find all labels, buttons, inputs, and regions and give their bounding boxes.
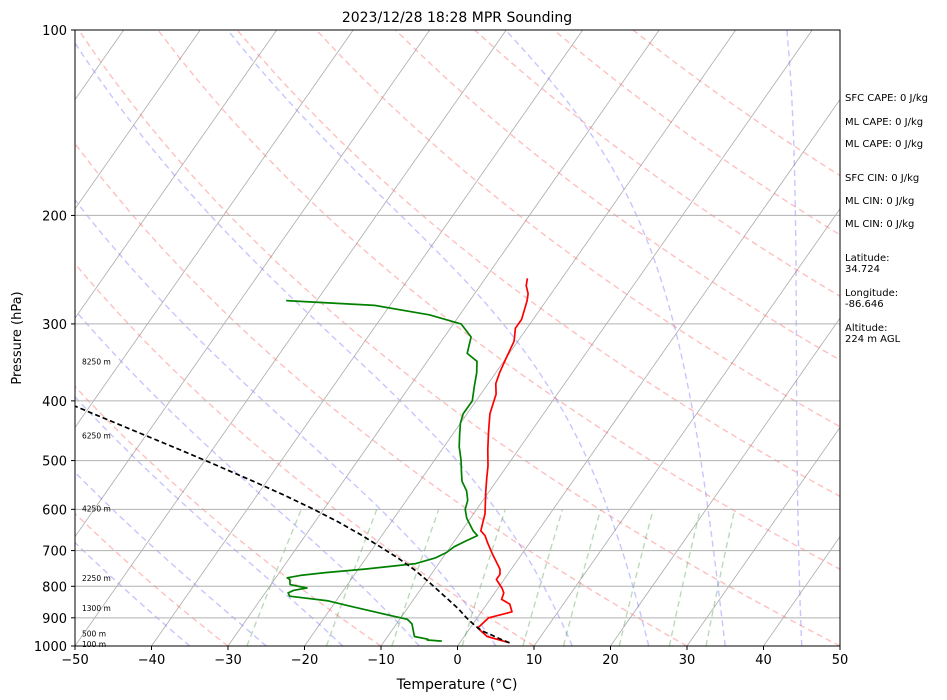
x-tick-label: 20 bbox=[602, 653, 619, 668]
mixing-ratio-line bbox=[522, 509, 564, 646]
x-tick-label: 50 bbox=[832, 653, 849, 668]
x-tick-label: −50 bbox=[61, 653, 88, 668]
isotherm-line bbox=[763, 536, 840, 646]
isotherm-line bbox=[457, 98, 840, 646]
parcel-path-trace bbox=[75, 405, 510, 644]
isotherm-line bbox=[533, 208, 840, 646]
x-tick-label: −20 bbox=[291, 653, 318, 668]
sfc-cape-text: SFC CAPE: 0 J/kg bbox=[845, 93, 928, 104]
isotherm-line bbox=[610, 317, 840, 646]
dry-adiabat-line bbox=[75, 385, 382, 646]
x-tick-label: −30 bbox=[214, 653, 241, 668]
moist-adiabat-line bbox=[75, 41, 573, 646]
mixing-ratio-line bbox=[618, 509, 654, 646]
y-tick-label: 800 bbox=[42, 580, 67, 595]
height-label: 2250 m bbox=[82, 574, 111, 583]
y-tick-label: 1000 bbox=[34, 640, 67, 655]
height-label: 1300 m bbox=[82, 604, 111, 613]
sfc-cin-text: SFC CIN: 0 J/kg bbox=[845, 173, 920, 184]
height-label: 4250 m bbox=[82, 504, 111, 513]
chart-title: 2023/12/28 18:28 MPR Sounding bbox=[342, 10, 572, 26]
isotherm-line bbox=[151, 30, 584, 646]
x-tick-label: 10 bbox=[526, 653, 543, 668]
mixing-ratio-line bbox=[391, 509, 440, 646]
ml-cin-text: ML CIN: 0 J/kg bbox=[845, 196, 915, 207]
x-tick-label: −10 bbox=[367, 653, 394, 668]
mixing-ratio-line bbox=[461, 509, 506, 646]
moist-adiabat-line bbox=[75, 198, 497, 646]
dry-adiabat-line bbox=[157, 30, 840, 571]
x-tick-label: −40 bbox=[138, 653, 165, 668]
mixing-ratio-line bbox=[668, 509, 701, 646]
moist-adiabat-line bbox=[786, 30, 803, 646]
y-axis-label: Pressure (hPa) bbox=[10, 291, 25, 384]
moist-adiabat-line bbox=[75, 541, 191, 646]
dry-adiabat-line bbox=[78, 30, 840, 646]
mixing-ratio-line bbox=[562, 509, 602, 646]
moist-adiabat-line bbox=[227, 30, 650, 646]
y-tick-label: 100 bbox=[42, 24, 67, 39]
ml-cape-text: ML CAPE: 0 J/kg bbox=[845, 117, 924, 128]
isotherm-line bbox=[380, 30, 813, 646]
longitude-value: -86.646 bbox=[845, 299, 884, 310]
dry-adiabat-line bbox=[75, 262, 535, 646]
x-tick-label: 40 bbox=[755, 653, 772, 668]
isotherm-line bbox=[686, 426, 840, 646]
moist-adiabat-line bbox=[504, 30, 726, 646]
isotherm-line bbox=[304, 30, 737, 646]
isotherm-line bbox=[75, 30, 278, 319]
dewpoint-trace bbox=[286, 299, 479, 642]
longitude-label: Longitude: bbox=[845, 288, 899, 299]
dry-adiabat-line bbox=[315, 30, 840, 428]
dry-adiabat-line bbox=[75, 512, 229, 646]
y-tick-label: 700 bbox=[42, 545, 67, 560]
moist-adiabat-line bbox=[75, 309, 420, 646]
latitude-label: Latitude: bbox=[845, 253, 890, 264]
isotherm-line bbox=[75, 30, 354, 429]
isotherm-line bbox=[75, 30, 431, 538]
altitude-value: 224 m AGL bbox=[845, 334, 901, 345]
y-tick-label: 500 bbox=[42, 455, 67, 470]
isotherm-line bbox=[75, 30, 507, 646]
height-label: 100 m bbox=[82, 640, 106, 649]
latitude-value: 34.724 bbox=[845, 264, 880, 275]
temperature-trace bbox=[476, 278, 529, 644]
mixing-ratio-line bbox=[246, 509, 302, 646]
height-label: 8250 m bbox=[82, 357, 111, 366]
height-label: 6250 m bbox=[82, 431, 111, 440]
isotherm-line bbox=[227, 30, 660, 646]
y-tick-label: 300 bbox=[42, 318, 67, 333]
y-tick-label: 600 bbox=[42, 503, 67, 518]
ml-cin-text-2: ML CIN: 0 J/kg bbox=[845, 219, 915, 230]
dry-adiabat-line bbox=[474, 30, 840, 298]
isotherm-line bbox=[75, 30, 201, 210]
y-tick-label: 900 bbox=[42, 612, 67, 627]
mixing-ratio-line bbox=[705, 509, 736, 646]
height-label: 500 m bbox=[82, 630, 106, 639]
ml-cape-text-2: ML CAPE: 0 J/kg bbox=[845, 139, 924, 150]
y-tick-label: 400 bbox=[42, 395, 67, 410]
x-axis-label: Temperature (°C) bbox=[396, 677, 518, 693]
altitude-label: Altitude: bbox=[845, 323, 888, 334]
x-tick-label: 0 bbox=[453, 653, 461, 668]
x-tick-label: 30 bbox=[679, 653, 696, 668]
moist-adiabat-line bbox=[75, 471, 267, 646]
dry-adiabat-line bbox=[75, 142, 688, 646]
y-tick-label: 200 bbox=[42, 209, 67, 224]
moist-adiabat-line bbox=[75, 395, 344, 646]
dry-adiabat-line bbox=[236, 30, 840, 498]
